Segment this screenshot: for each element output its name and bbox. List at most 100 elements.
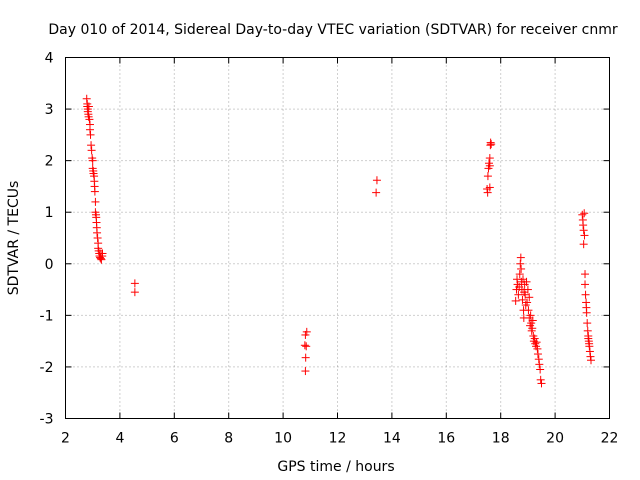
data-point	[87, 146, 96, 155]
y-tick-label: 2	[45, 154, 54, 170]
data-point	[580, 231, 589, 240]
data-point	[583, 326, 592, 335]
data-point	[585, 347, 594, 356]
data-point	[579, 240, 588, 249]
data-point	[536, 375, 545, 384]
data-point	[516, 259, 525, 268]
data-point	[537, 379, 546, 388]
data-point	[533, 344, 542, 353]
data-point	[535, 360, 544, 369]
data-point	[485, 154, 494, 163]
data-point	[581, 290, 590, 299]
data-point	[85, 115, 94, 124]
x-tick-label: 8	[224, 431, 233, 447]
data-point	[82, 94, 91, 103]
x-tick-label: 2	[61, 431, 70, 447]
data-point	[487, 140, 496, 149]
data-point	[97, 255, 106, 264]
x-tick-label: 10	[274, 431, 292, 447]
data-point	[485, 183, 494, 192]
data-point	[485, 161, 494, 170]
data-point	[528, 324, 537, 333]
y-tick-labels: 4 3 2 1 0 -1 -2 -3	[40, 51, 54, 428]
y-axis-label: SDTVAR / TECUs	[6, 181, 22, 296]
data-point	[587, 356, 596, 365]
data-point	[536, 365, 545, 374]
data-point	[85, 125, 94, 134]
data-point	[130, 288, 139, 297]
x-tick-label: 18	[492, 431, 510, 447]
data-point	[86, 130, 95, 139]
data-point	[301, 353, 310, 362]
y-tick-label: 4	[45, 51, 54, 67]
x-axis-label: GPS time / hours	[277, 459, 394, 475]
x-tick-label: 4	[115, 431, 124, 447]
data-point	[586, 352, 595, 361]
data-point	[515, 270, 524, 279]
data-point	[578, 210, 587, 219]
data-point	[581, 280, 590, 289]
data-point	[534, 355, 543, 364]
y-tick-label: 1	[45, 205, 54, 221]
data-point	[91, 197, 100, 206]
data-point	[517, 264, 526, 273]
x-tick-label: 12	[329, 431, 347, 447]
data-point	[585, 339, 594, 348]
y-tick-label: -3	[40, 412, 54, 428]
data-point	[526, 311, 535, 320]
y-tick-label: -1	[40, 308, 54, 324]
data-point	[486, 138, 495, 147]
data-point	[98, 249, 107, 258]
data-points	[82, 94, 596, 388]
data-point	[521, 290, 530, 299]
data-point	[518, 295, 527, 304]
grid-lines	[65, 57, 610, 419]
data-point	[372, 188, 381, 197]
data-point	[302, 327, 311, 336]
x-tick-label: 16	[437, 431, 455, 447]
data-point	[583, 319, 592, 328]
data-point	[84, 102, 93, 111]
data-point	[483, 172, 492, 181]
x-tick-label: 22	[601, 431, 619, 447]
data-point	[581, 270, 590, 279]
data-point	[90, 187, 99, 196]
data-point	[528, 316, 537, 325]
data-point	[483, 188, 492, 197]
data-point	[525, 293, 534, 302]
y-tick-label: -2	[40, 360, 54, 376]
data-point	[516, 253, 525, 262]
data-point	[579, 221, 588, 230]
data-point	[511, 296, 520, 305]
data-point	[301, 367, 310, 376]
data-point	[372, 176, 381, 185]
data-point	[524, 306, 533, 315]
y-tick-label: 0	[45, 257, 54, 273]
data-point	[514, 290, 523, 299]
data-point	[533, 350, 542, 359]
data-point	[579, 226, 588, 235]
data-point	[93, 228, 102, 237]
data-point	[130, 279, 139, 288]
data-point	[300, 341, 309, 350]
data-point	[523, 285, 532, 294]
x-tick-label: 20	[546, 431, 564, 447]
x-tick-label: 6	[170, 431, 179, 447]
plot-frame	[65, 57, 610, 419]
chart-title: Day 010 of 2014, Sidereal Day-to-day VTE…	[48, 22, 617, 38]
data-point	[93, 234, 102, 242]
data-point	[584, 334, 593, 343]
data-point	[88, 156, 97, 165]
y-tick-label: 3	[45, 102, 54, 118]
data-point	[523, 298, 532, 307]
data-point	[532, 338, 541, 347]
x-tick-label: 14	[383, 431, 401, 447]
data-point	[582, 308, 591, 317]
data-point	[530, 334, 539, 343]
data-point	[580, 209, 589, 218]
x-tick-labels: 2 4 6 8 10 12 14 16 18 20 22	[61, 431, 618, 447]
data-point	[302, 342, 311, 351]
data-point	[522, 277, 531, 286]
data-point	[87, 141, 96, 150]
